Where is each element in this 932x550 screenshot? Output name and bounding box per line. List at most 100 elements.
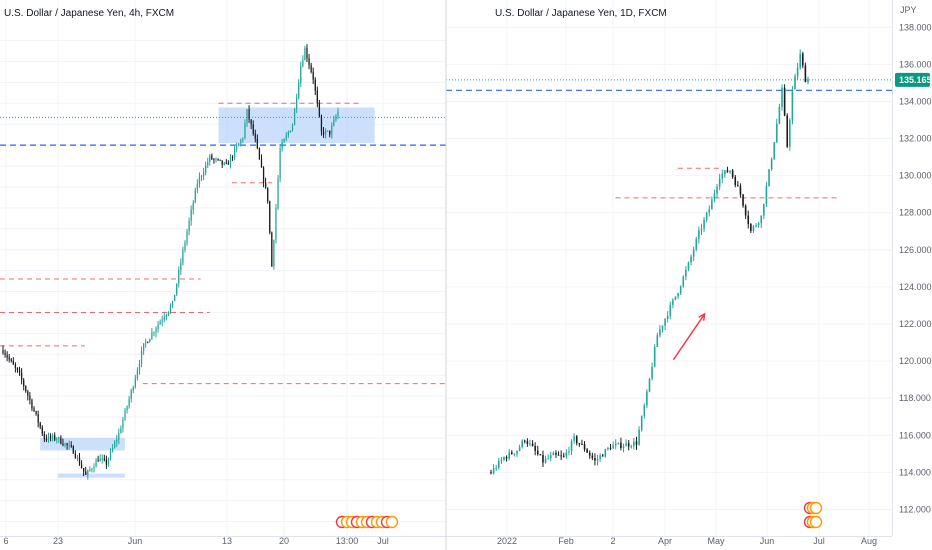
candle xyxy=(705,211,708,223)
currency-unit-label: JPY xyxy=(900,5,917,15)
candle xyxy=(783,84,786,117)
candle xyxy=(277,175,279,211)
candle xyxy=(184,240,186,253)
candle xyxy=(497,457,500,470)
y-tick-label: 122.000 xyxy=(899,319,932,329)
candle xyxy=(300,61,302,88)
candle xyxy=(291,123,294,132)
candle xyxy=(296,93,298,114)
candle xyxy=(138,359,141,375)
candle xyxy=(221,160,223,169)
candle xyxy=(70,441,72,448)
candle xyxy=(755,223,757,228)
candle xyxy=(596,454,599,466)
candle xyxy=(573,433,575,444)
x-tick-label: Feb xyxy=(558,536,574,546)
candle xyxy=(794,73,796,90)
candle xyxy=(599,453,601,463)
candle xyxy=(737,180,739,187)
candle xyxy=(93,463,95,473)
candle xyxy=(83,467,85,477)
candle xyxy=(25,385,27,393)
candle xyxy=(763,203,765,220)
candle xyxy=(72,445,74,454)
candle xyxy=(176,283,178,296)
candle xyxy=(331,122,333,139)
economic-events-icon[interactable] xyxy=(803,501,823,529)
candle xyxy=(505,455,508,462)
candle xyxy=(646,389,648,409)
chart-panel-1d[interactable]: 112.000 114.000 116.000 118.000 120.000 122.0… xyxy=(446,0,932,550)
candle xyxy=(178,266,180,288)
candle xyxy=(302,55,304,68)
y-tick-label: 112.000 xyxy=(899,504,931,514)
candle xyxy=(308,53,310,70)
candle xyxy=(283,138,285,143)
candle xyxy=(47,432,50,443)
candle xyxy=(539,454,542,456)
candle xyxy=(666,311,669,323)
candle xyxy=(20,368,23,385)
candle xyxy=(607,446,609,451)
candle xyxy=(796,62,799,80)
candle xyxy=(651,362,653,381)
x-tick-label: Jun xyxy=(760,536,775,546)
candle xyxy=(560,450,562,461)
trend-arrow[interactable] xyxy=(672,312,706,361)
economic-events-icon[interactable] xyxy=(335,515,399,529)
candle xyxy=(552,451,555,456)
candle xyxy=(672,298,674,309)
candle xyxy=(74,450,77,459)
last-price-value: 135.165 xyxy=(899,75,932,85)
candle xyxy=(661,325,664,333)
candle xyxy=(638,426,640,446)
candle xyxy=(262,166,265,188)
candle xyxy=(29,392,31,405)
candle xyxy=(695,236,698,252)
candle xyxy=(8,353,10,363)
candle xyxy=(192,200,194,215)
candle xyxy=(327,130,329,132)
candle xyxy=(207,157,209,169)
candle xyxy=(516,450,518,457)
last-price-badge: 135.165 xyxy=(895,72,932,87)
candle xyxy=(248,105,250,123)
candle xyxy=(107,457,110,467)
candle xyxy=(180,258,182,276)
candle xyxy=(14,362,17,373)
panel-background xyxy=(446,0,932,550)
candle xyxy=(281,138,283,152)
candle xyxy=(518,444,521,452)
candle xyxy=(159,319,161,325)
candle xyxy=(306,44,308,62)
candle xyxy=(142,343,145,355)
candle xyxy=(789,118,791,151)
candle xyxy=(521,439,523,449)
chart-panel-4h[interactable]: 125.500126.000126.500127.000127.500128.0… xyxy=(0,0,494,550)
candle xyxy=(718,173,721,191)
candle xyxy=(27,389,29,401)
candle xyxy=(711,196,713,210)
candle xyxy=(633,438,635,450)
candle xyxy=(801,51,804,69)
candle xyxy=(568,446,570,456)
y-tick-label: 114.000 xyxy=(899,467,931,477)
candle xyxy=(246,108,248,127)
highlight-zone[interactable] xyxy=(57,473,125,478)
candle xyxy=(324,128,327,139)
candle xyxy=(289,130,292,133)
candle xyxy=(202,168,205,181)
candle xyxy=(690,254,692,266)
candle xyxy=(12,357,14,365)
chart-title: U.S. Dollar / Japanese Yen, 4h, FXCM xyxy=(4,8,174,19)
candle xyxy=(318,99,321,118)
candle xyxy=(130,388,132,403)
candle xyxy=(716,184,718,199)
candle xyxy=(209,154,211,166)
candle xyxy=(742,193,744,208)
candle xyxy=(242,137,244,143)
candle xyxy=(770,157,773,171)
candle xyxy=(258,147,261,160)
candle xyxy=(260,154,263,168)
